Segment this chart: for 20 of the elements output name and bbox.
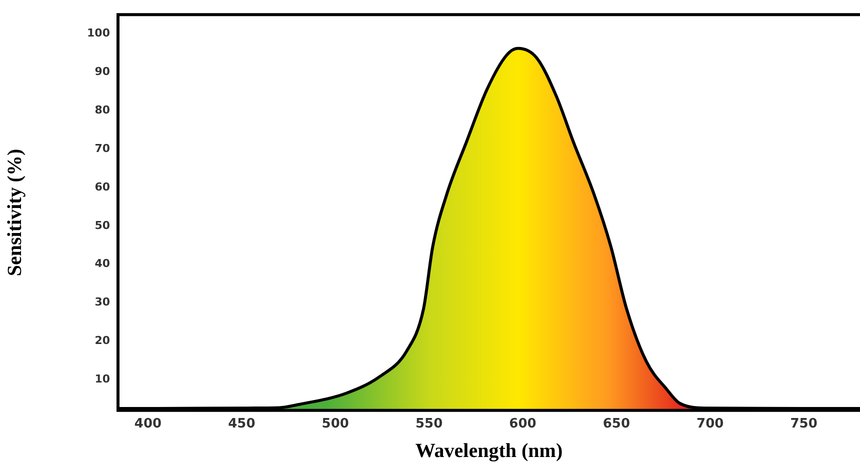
- y-tick-label: 40: [94, 257, 110, 270]
- x-tick-label: 400: [134, 416, 162, 432]
- x-tick-label: 750: [790, 416, 818, 432]
- y-tick-label: 30: [94, 296, 110, 309]
- x-tick-label: 700: [696, 416, 724, 432]
- x-tick-label: 650: [602, 416, 630, 432]
- y-tick-label: 80: [94, 104, 110, 117]
- x-tick-label: 500: [322, 416, 349, 432]
- y-tick-label: 10: [94, 372, 110, 386]
- y-tick-label: 70: [94, 142, 110, 155]
- y-tick-label: 90: [94, 65, 110, 78]
- y-tick-label: 60: [94, 180, 110, 194]
- x-tick-label: 450: [228, 416, 256, 432]
- y-tick-label: 20: [94, 334, 110, 348]
- y-axis-title: Sensitivity (%): [4, 148, 26, 276]
- x-tick-label: 600: [509, 416, 536, 432]
- x-axis-title: Wavelength (nm): [415, 440, 563, 462]
- y-tick-label: 100: [87, 26, 110, 40]
- y-tick-label: 50: [94, 218, 110, 232]
- x-tick-label: 550: [415, 416, 443, 432]
